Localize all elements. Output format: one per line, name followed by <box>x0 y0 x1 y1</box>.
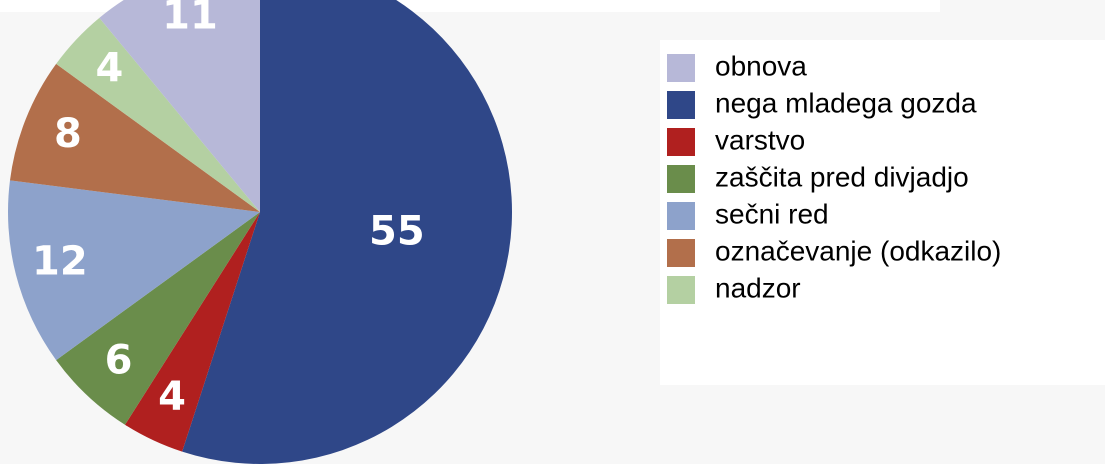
legend-label: obnova <box>715 50 807 81</box>
slice-label: 6 <box>105 338 133 384</box>
legend-label: nadzor <box>715 272 801 303</box>
legend-label: varstvo <box>715 124 805 155</box>
legend-swatch <box>667 128 695 156</box>
slice-label: 55 <box>369 209 425 255</box>
pie-slice <box>7 180 260 361</box>
legend-swatch <box>667 91 695 119</box>
legend-swatch <box>667 239 695 267</box>
legend-swatch <box>667 165 695 193</box>
legend-label: zaščita pred divjadjo <box>715 161 969 192</box>
pie-slice <box>99 0 260 212</box>
slice-label: 4 <box>95 46 123 92</box>
legend-swatch <box>667 202 695 230</box>
legend-label: sečni red <box>715 198 829 229</box>
pie-slice <box>56 212 260 425</box>
pie-slice <box>182 0 513 464</box>
slice-label: 8 <box>54 111 82 157</box>
slice-label: 12 <box>32 238 88 284</box>
pie-slice <box>56 17 260 213</box>
slice-label: 11 <box>162 0 218 39</box>
slice-label: 4 <box>158 374 186 420</box>
legend-swatch <box>667 54 695 82</box>
pie-slice <box>124 212 260 452</box>
legend-box <box>660 40 1105 385</box>
legend-label: nega mladega gozda <box>715 87 977 118</box>
pie-slice <box>9 63 261 213</box>
legend-swatch <box>667 276 695 304</box>
legend-label: označevanje (odkazilo) <box>715 235 1001 266</box>
